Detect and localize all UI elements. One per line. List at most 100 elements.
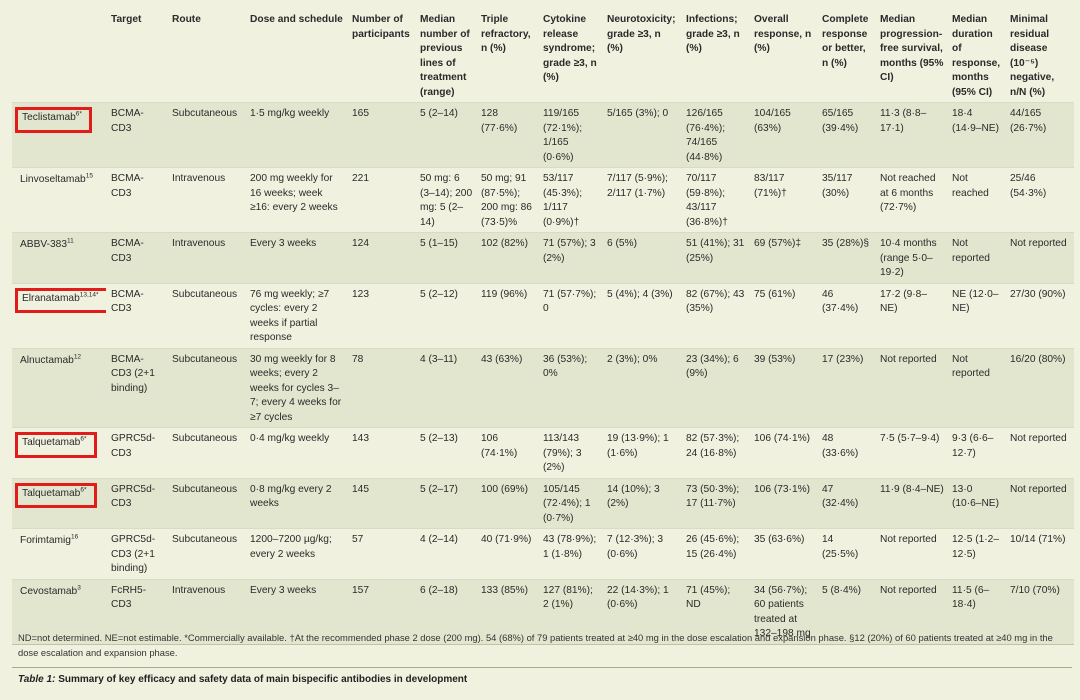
- table-cell: GPRC5d- CD3: [111, 433, 156, 459]
- table-cell: 39 (53%): [754, 353, 796, 365]
- table-cell: 17·2 (9·8–NE): [880, 288, 928, 315]
- table-cell: 7·5 (5·7–9·4): [880, 433, 940, 444]
- caption-divider: [12, 667, 1072, 668]
- table-cell: 43 (78·9%); 1 (1·8%): [543, 534, 597, 560]
- table-cell: 43 (63%): [481, 353, 523, 365]
- column-header: Neurotoxicity; grade ≥3, n (%): [607, 14, 676, 54]
- table-cell: Subcutaneous: [172, 108, 238, 119]
- drug-name-text: Elranatamab: [22, 292, 80, 304]
- table-row: Alnuctamab12 BCMA-CD3 (2+1 binding) Subcut…: [12, 348, 1074, 428]
- table-cell: 48 (33·6%): [822, 433, 859, 459]
- drug-name-text: Talquetamab: [22, 437, 81, 448]
- table-cell: 10·4 months (range 5·0–19·2): [880, 238, 937, 278]
- table-cell: BCMA-CD3: [111, 238, 144, 264]
- table-row: ABBV-38311 BCMA-CD3 Intravenous Every 3 wee…: [12, 232, 1074, 284]
- table-cell: 83/117 (71%)†: [754, 173, 787, 199]
- column-header: Median number of previous lines of treat…: [420, 14, 470, 98]
- table-cell: Subcutaneous: [172, 433, 238, 444]
- table-cell: 11·9 (8·4–NE): [880, 483, 944, 495]
- drug-cell: Teclistamab6*: [12, 103, 106, 168]
- table-cell: Subcutaneous: [172, 534, 238, 545]
- table-cell: 0·4 mg/kg weekly: [250, 433, 330, 444]
- table-cell: Not reached at 6 months (72·7%): [880, 173, 936, 213]
- table-cell: 13·0 (10·6–NE): [952, 483, 999, 510]
- table-header-row: Target Route Dose and schedule Number of pa…: [12, 6, 1074, 103]
- table-cell: Subcutaneous: [172, 483, 238, 495]
- drug-name: Forimtamig16: [17, 533, 81, 550]
- reference-marker: 12: [73, 353, 82, 361]
- table-cell: 5 (1–15): [420, 238, 458, 249]
- table-cell: 0·8 mg/kg every 2 weeks: [250, 483, 332, 510]
- table-cell: 113/143 (79%); 3 (2%): [543, 433, 582, 473]
- table-cell: Every 3 weeks: [250, 238, 317, 249]
- table-cell: 123: [352, 288, 369, 300]
- table-cell: 145: [352, 483, 369, 495]
- table-cell: 51 (41%); 31 (25%): [686, 238, 745, 264]
- reference-marker: 15: [85, 172, 93, 180]
- table-cell: 2 (3%); 0%: [607, 353, 658, 365]
- table-cell: 71 (57·7%); 0: [543, 288, 597, 315]
- column-header: Dose and schedule: [250, 14, 343, 25]
- table-cell: 35 (63·6%): [754, 534, 805, 545]
- table-cell: 200 mg weekly for 16 weeks; week ≥16: ev…: [250, 173, 338, 213]
- reference-marker: 6*: [75, 110, 82, 118]
- table-cell: 70/117 (59·8%); 43/117 (36·8%)†: [686, 173, 728, 228]
- table-cell: 18·4 (14·9–NE): [952, 108, 999, 134]
- drug-name: ABBV-38311: [17, 237, 77, 254]
- table-cell: 65/165 (39·4%): [822, 108, 859, 134]
- table-cell: 4 (3–11): [420, 353, 458, 365]
- drug-cell: Linvoseltamab15: [12, 168, 106, 233]
- highlighted-drug-name: Teclistamab6*: [15, 107, 92, 133]
- reference-marker: 6*: [80, 486, 87, 494]
- table-cell: 127 (81%); 2 (1%): [543, 584, 593, 611]
- table-cell: 78: [352, 353, 364, 365]
- table-cell: 106 (73·1%): [754, 483, 811, 495]
- table-cell: Every 3 weeks: [250, 584, 317, 596]
- table-cell: Not reported: [952, 238, 990, 264]
- table-cell: 71 (57%); 3 (2%): [543, 238, 596, 264]
- column-header: [12, 6, 106, 103]
- table-cell: 27/30 (90%): [1010, 288, 1066, 300]
- table-cell: 47 (32·4%): [822, 483, 859, 510]
- reference-marker: 6*: [80, 435, 87, 443]
- column-header: Median progression-free survival, months…: [880, 14, 944, 83]
- table-cell: NE (12·0–NE): [952, 288, 999, 315]
- table-cell: 105/145 (72·4%); 1 (0·7%): [543, 483, 591, 524]
- drug-name-text: Talquetamab: [22, 487, 81, 499]
- table-cell: Not reported: [1010, 483, 1067, 495]
- table-cell: 6 (5%): [607, 238, 638, 249]
- table-cell: 76 mg weekly; ≥7 cycles: every 2 weeks i…: [250, 288, 330, 344]
- table-cell: 25/46 (54·3%): [1010, 173, 1047, 199]
- drug-cell: ABBV-38311: [12, 233, 106, 284]
- table-cell: 7/10 (70%): [1010, 584, 1060, 596]
- table-cell: 14 (25·5%): [822, 534, 859, 560]
- drug-cell: Talquetamab6*: [12, 428, 106, 479]
- column-header: Number of participants: [352, 14, 410, 40]
- table-cell: BCMA-CD3 (2+1 binding): [111, 353, 155, 394]
- drug-name-text: Alnuctamab: [20, 354, 74, 366]
- table-row: Teclistamab6* BCMA-CD3 Subcutaneous 1·5 mg/…: [12, 102, 1074, 168]
- column-header: Cytokine release syndrome; grade ≥3, n (…: [543, 14, 597, 83]
- table-cell: 104/165 (63%): [754, 108, 791, 134]
- table-cell: 46 (37·4%): [822, 288, 859, 315]
- table-caption: Table 1: Summary of key efficacy and saf…: [18, 673, 1068, 687]
- table-cell: 7 (12·3%); 3 (0·6%): [607, 534, 664, 560]
- table-cell: Not reported: [880, 534, 937, 545]
- table-cell: 1·5 mg/kg weekly: [250, 108, 330, 119]
- drug-name-text: ABBV-383: [20, 239, 68, 250]
- highlighted-drug-name: Talquetamab6*: [15, 432, 97, 458]
- table-cell: 30 mg weekly for 8 weeks; every 2 weeks …: [250, 353, 342, 423]
- table-cell: 106 (74·1%): [754, 433, 811, 444]
- column-header: Overall response, n (%): [754, 14, 812, 54]
- table-cell: 44/165 (26·7%): [1010, 108, 1047, 134]
- table-cell: 35 (28%)§: [822, 238, 870, 249]
- table-cell: 16/20 (80%): [1010, 353, 1066, 365]
- highlighted-drug-name: Elranatamab13,14*: [15, 287, 106, 313]
- table-cell: 106 (74·1%): [481, 433, 518, 459]
- table-cell: 100 (69%): [481, 483, 529, 495]
- table-cell: 14 (10%); 3 (2%): [607, 483, 660, 510]
- table-cell: 5 (2–17): [420, 483, 458, 495]
- reference-marker: 3: [77, 584, 81, 592]
- caption-text: Summary of key efficacy and safety data …: [58, 674, 468, 685]
- table-cell: Not reached: [952, 173, 989, 199]
